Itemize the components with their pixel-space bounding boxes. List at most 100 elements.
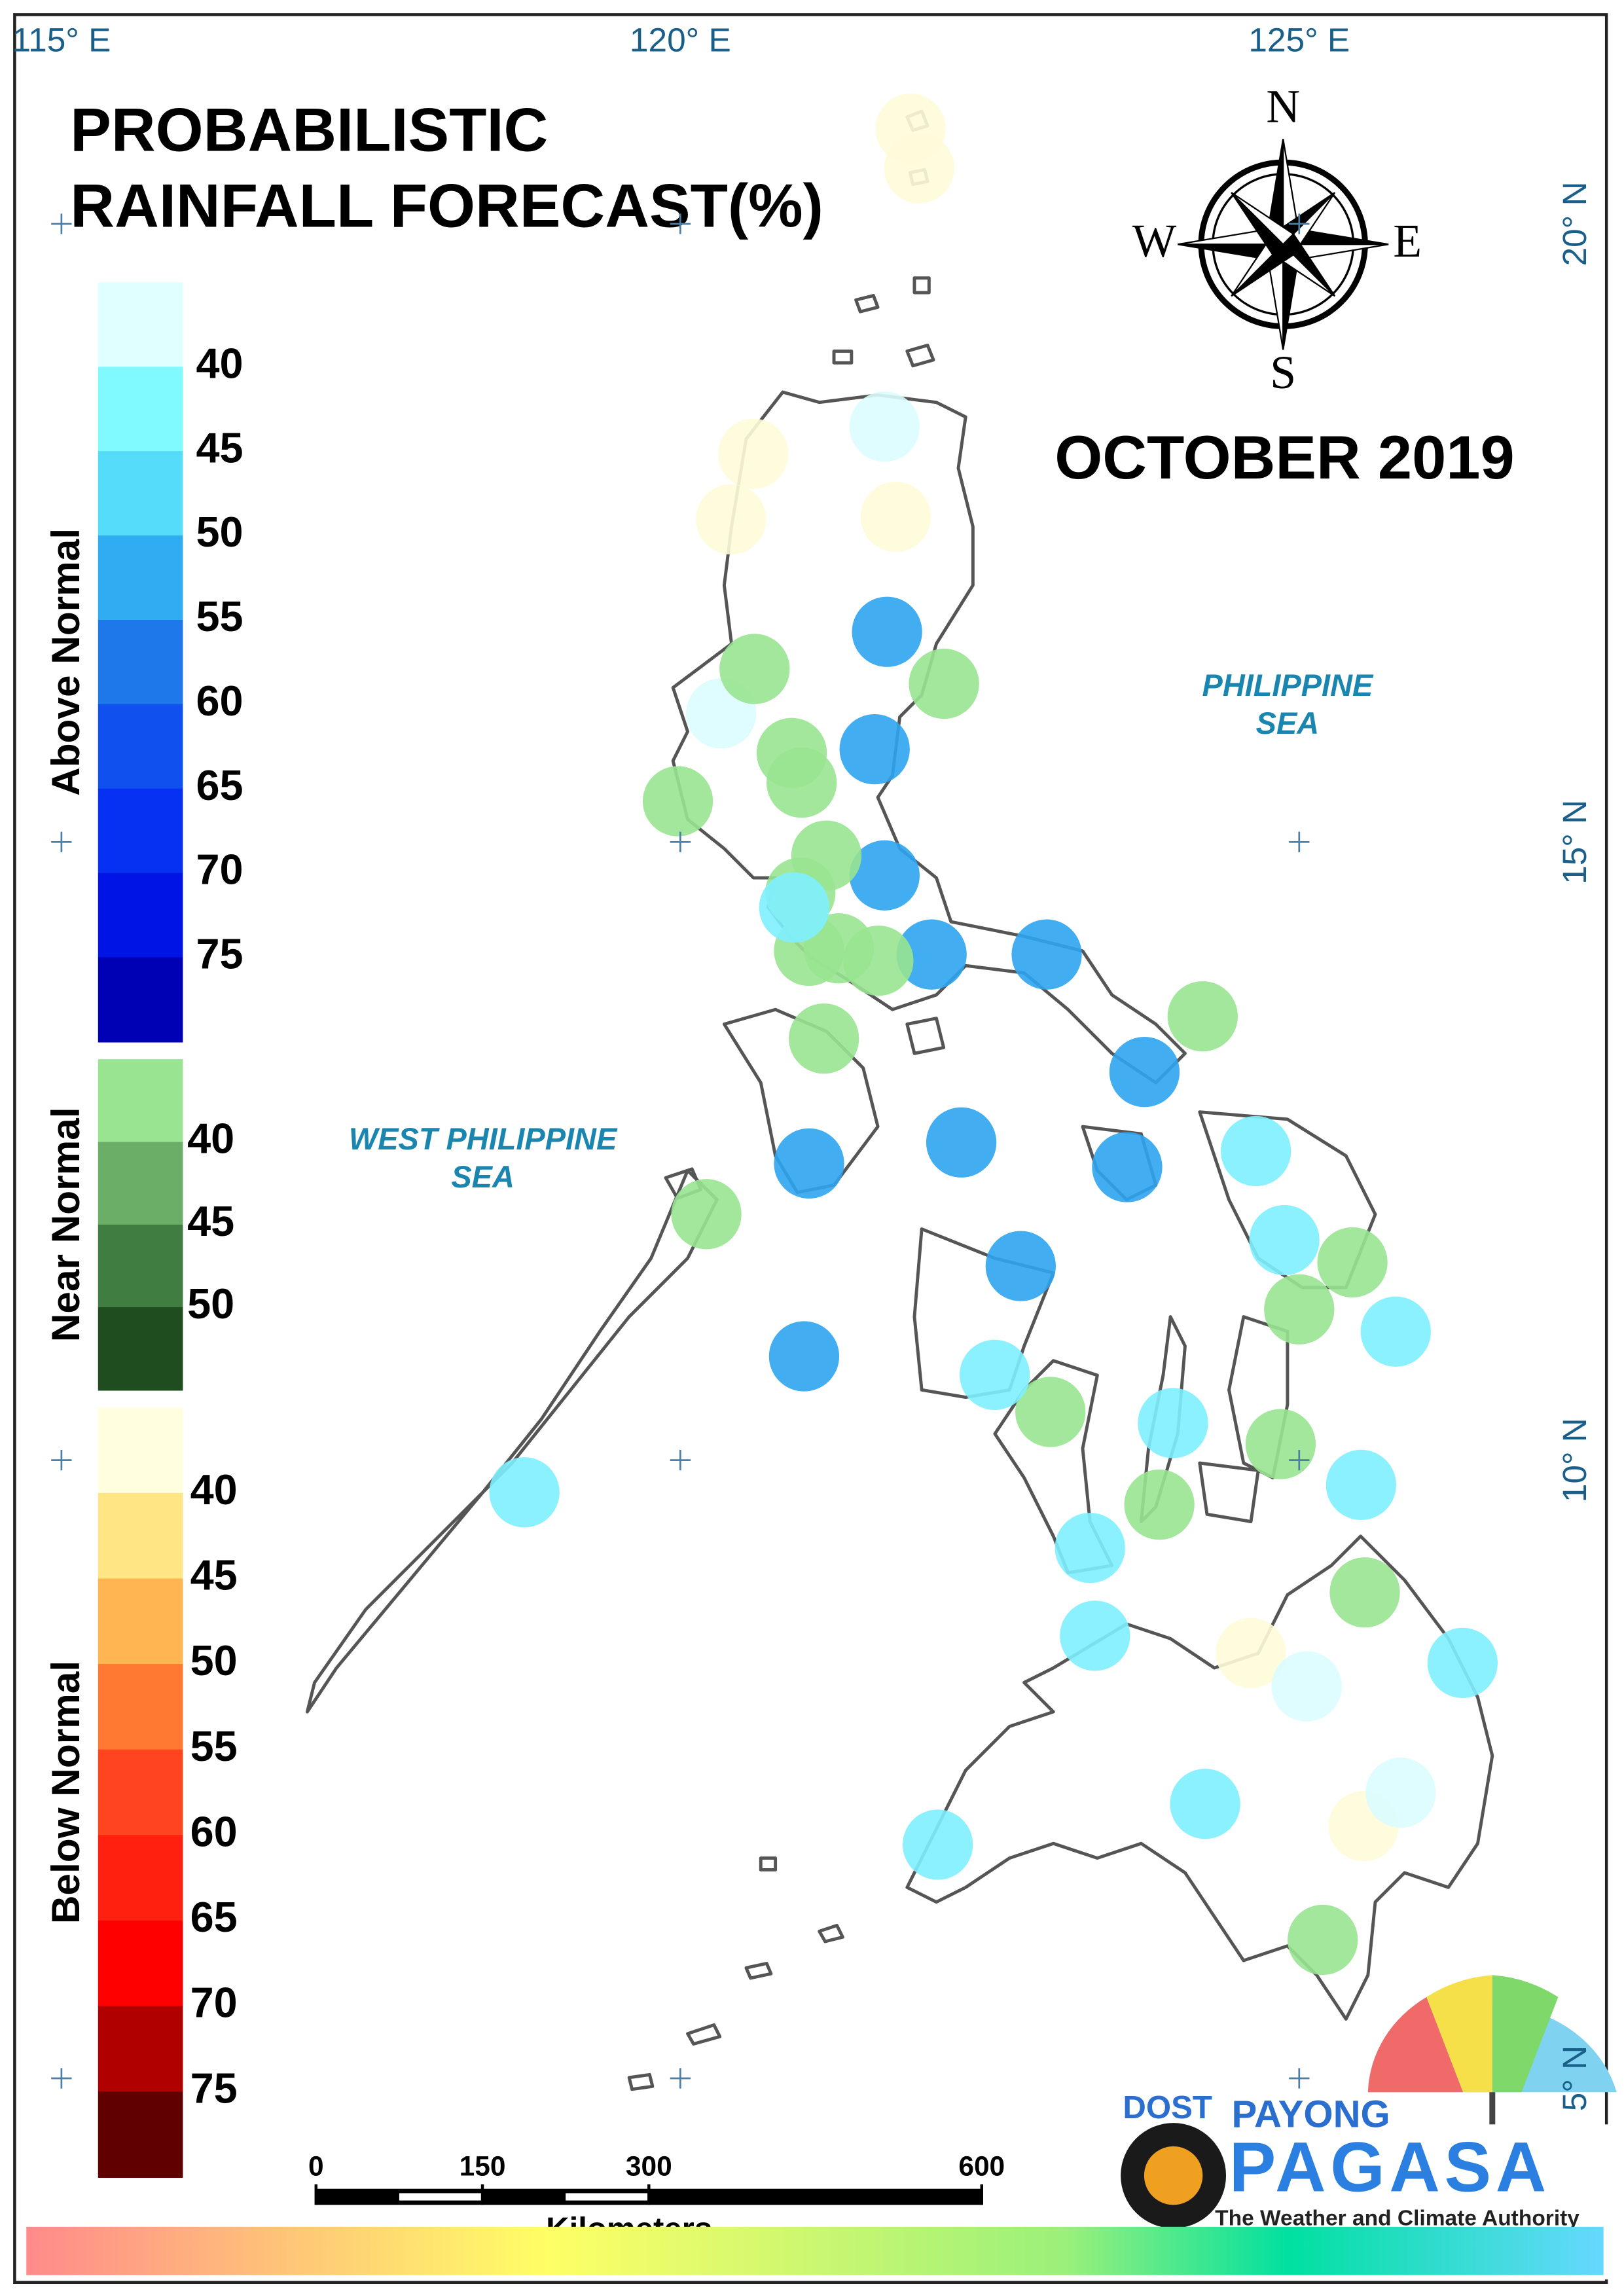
station	[642, 766, 713, 837]
station	[1365, 1758, 1436, 1828]
legend-title: Below Normal	[43, 1661, 88, 1924]
station	[839, 714, 910, 785]
legend-label: 65	[196, 761, 244, 809]
station	[1288, 1904, 1358, 1976]
station	[1167, 981, 1238, 1052]
legend-label: 65	[190, 1893, 238, 1941]
station	[1015, 1377, 1086, 1447]
logo-tagline: The Weather and Climate Authority	[1215, 2207, 1579, 2231]
lat-tick-label: 5° N	[1555, 2046, 1593, 2112]
graticule-cross	[670, 213, 691, 234]
station	[843, 925, 914, 996]
compass-east: E	[1393, 215, 1422, 267]
legend-band	[98, 282, 183, 368]
lon-tick-label: 125° E	[1248, 20, 1350, 58]
station	[959, 1339, 1030, 1410]
station	[696, 484, 767, 555]
bohol	[1198, 1461, 1260, 1523]
legend-band	[98, 957, 183, 1043]
legend-label: 60	[196, 677, 244, 725]
legend-band	[98, 367, 183, 452]
graticule-cross	[670, 1449, 691, 1471]
station	[849, 840, 920, 911]
legend-label: 45	[187, 1197, 234, 1245]
legend-band	[98, 1835, 183, 1922]
legend-label: 55	[196, 592, 244, 640]
legend-label: 40	[187, 1115, 234, 1163]
station	[767, 748, 837, 818]
umbrella-panel	[1426, 1975, 1492, 2093]
palawan	[305, 1168, 719, 1714]
lat-tick-label: 15° N	[1555, 800, 1593, 884]
compass-west: W	[1132, 215, 1177, 267]
station	[1245, 1409, 1316, 1479]
legend-title: Above Normal	[43, 528, 88, 796]
station	[718, 418, 789, 489]
graticule-cross	[51, 213, 72, 234]
legend-band	[98, 1307, 183, 1391]
graticule-cross	[1289, 213, 1310, 234]
scale-bar: 0 150 300 600	[308, 2151, 1005, 2205]
legend-band	[98, 2006, 183, 2093]
sea-label: PHILIPPINE	[1202, 668, 1374, 702]
station	[1092, 1132, 1163, 1202]
station	[759, 872, 829, 943]
scale-label: 300	[626, 2151, 672, 2182]
legend-label: 40	[190, 1466, 238, 1513]
scale-segment	[566, 2193, 649, 2201]
umbrella-panel	[1492, 1975, 1559, 2093]
legend-band	[98, 535, 183, 621]
station	[1249, 1204, 1320, 1276]
station	[1317, 1227, 1388, 1298]
legend-label: 50	[196, 508, 244, 556]
station	[860, 481, 931, 552]
sea-label: SEA	[451, 1160, 514, 1194]
lat-tick-label: 10° N	[1555, 1418, 1593, 1502]
graticule-cross	[51, 831, 72, 852]
legend-label: 45	[190, 1551, 238, 1599]
station	[884, 133, 954, 204]
compass-south: S	[1270, 347, 1296, 399]
legend-label: 40	[196, 339, 244, 387]
station	[1326, 1449, 1396, 1521]
station	[1271, 1651, 1342, 1722]
station	[1138, 1388, 1208, 1458]
station	[849, 391, 920, 462]
legend-label: 70	[196, 846, 244, 894]
forecast-period: OCTOBER 2019	[1055, 423, 1514, 492]
station	[1329, 1557, 1400, 1628]
graticule-cross	[1289, 1449, 1310, 1471]
lon-tick-label: 120° E	[630, 20, 731, 58]
dost-emblem-core	[1144, 2146, 1203, 2205]
station	[1264, 1274, 1335, 1345]
graticule-cross	[51, 1449, 72, 1471]
sea-label: WEST PHILIPPINE	[349, 1122, 618, 1156]
legend-band	[98, 1059, 183, 1143]
station	[1170, 1769, 1240, 1839]
legend-label: 55	[190, 1722, 238, 1770]
lon-tick-label: 115° E	[12, 20, 111, 58]
legend-band	[98, 704, 183, 789]
station	[774, 1128, 844, 1199]
station	[489, 1457, 560, 1528]
station	[1427, 1627, 1498, 1699]
legend-title: Near Normal	[43, 1107, 88, 1342]
logo-name-top: PAYONG	[1232, 2093, 1390, 2136]
station	[903, 1809, 973, 1880]
lat-tick-label: 20° N	[1555, 181, 1593, 266]
scale-segment	[399, 2193, 483, 2201]
legend-band	[98, 1224, 183, 1309]
legend-label: 45	[196, 424, 244, 471]
sea-label: SEA	[1256, 706, 1319, 740]
legend-label: 60	[190, 1807, 238, 1855]
station	[719, 634, 790, 704]
legend-band	[98, 451, 183, 537]
legend-band	[98, 2091, 183, 2178]
station	[926, 1107, 997, 1178]
legend-band	[98, 1920, 183, 2007]
station	[852, 596, 922, 667]
station	[768, 1321, 840, 1392]
station	[1055, 1513, 1125, 1583]
